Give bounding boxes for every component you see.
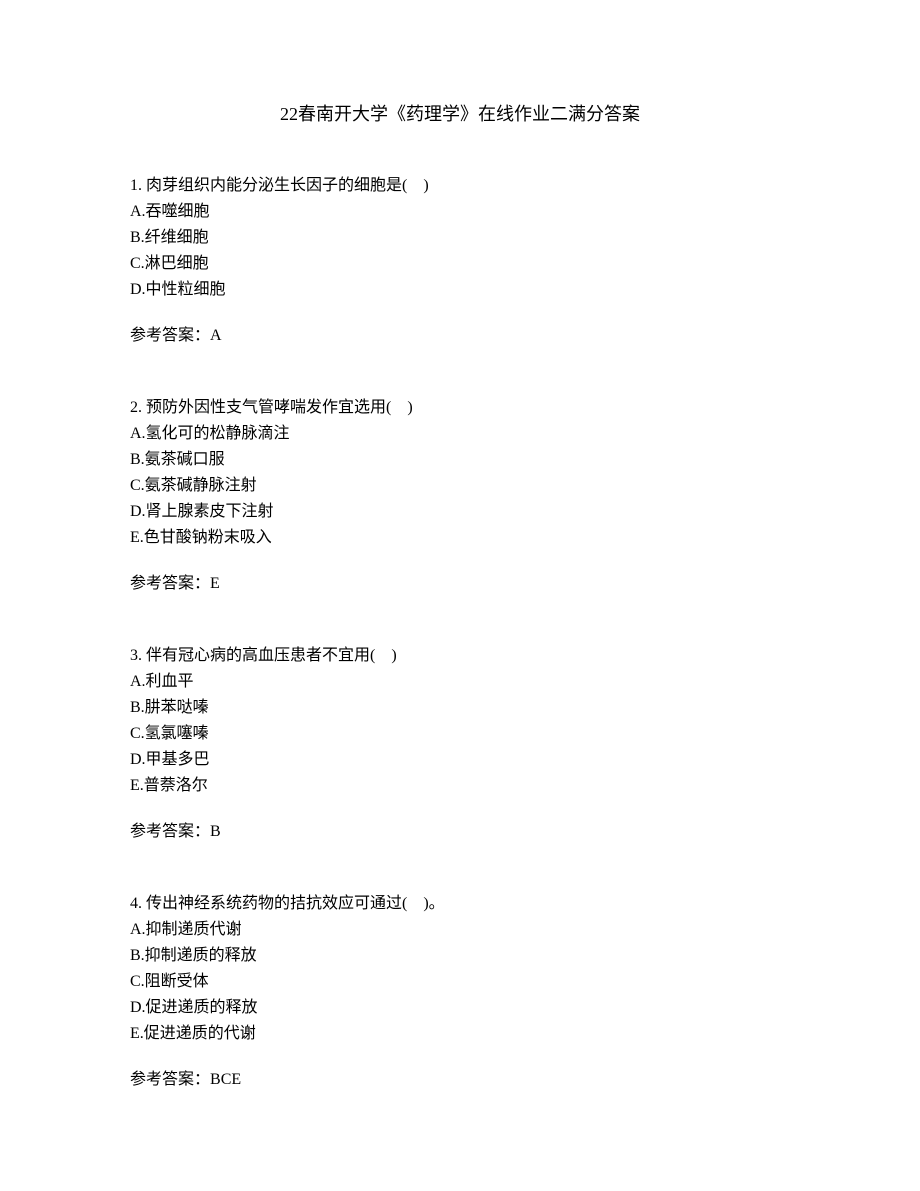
question-number: 1. <box>130 177 142 194</box>
answer-label: 参考答案： <box>130 327 210 344</box>
answer-line: 参考答案：B <box>130 820 790 844</box>
question-block-4: 4. 传出神经系统药物的拮抗效应可通过( )。 A.抑制递质代谢 B.抑制递质的… <box>130 892 790 1092</box>
option-a: A.吞噬细胞 <box>130 200 790 224</box>
question-stem: 预防外因性支气管哮喘发作宜选用( ) <box>146 399 413 416</box>
option-b: B.纤维细胞 <box>130 226 790 250</box>
option-d: D.甲基多巴 <box>130 748 790 772</box>
option-c: C.氢氯噻嗪 <box>130 722 790 746</box>
option-e: E.普萘洛尔 <box>130 774 790 798</box>
question-number: 2. <box>130 399 142 416</box>
question-number: 3. <box>130 647 142 664</box>
question-number: 4. <box>130 895 142 912</box>
answer-value: E <box>210 575 220 592</box>
question-block-2: 2. 预防外因性支气管哮喘发作宜选用( ) A.氢化可的松静脉滴注 B.氨茶碱口… <box>130 396 790 596</box>
question-stem: 肉芽组织内能分泌生长因子的细胞是( ) <box>146 177 429 194</box>
option-b: B.氨茶碱口服 <box>130 448 790 472</box>
page-title: 22春南开大学《药理学》在线作业二满分答案 <box>130 100 790 126</box>
answer-line: 参考答案：BCE <box>130 1068 790 1092</box>
question-stem: 伴有冠心病的高血压患者不宜用( ) <box>146 647 397 664</box>
question-text: 2. 预防外因性支气管哮喘发作宜选用( ) <box>130 396 790 420</box>
answer-line: 参考答案：A <box>130 324 790 348</box>
option-b: B.肼苯哒嗪 <box>130 696 790 720</box>
answer-value: BCE <box>210 1071 241 1088</box>
question-stem: 传出神经系统药物的拮抗效应可通过( )。 <box>146 895 445 912</box>
option-d: D.促进递质的释放 <box>130 996 790 1020</box>
question-block-1: 1. 肉芽组织内能分泌生长因子的细胞是( ) A.吞噬细胞 B.纤维细胞 C.淋… <box>130 174 790 348</box>
option-d: D.肾上腺素皮下注射 <box>130 500 790 524</box>
answer-line: 参考答案：E <box>130 572 790 596</box>
question-text: 4. 传出神经系统药物的拮抗效应可通过( )。 <box>130 892 790 916</box>
option-c: C.阻断受体 <box>130 970 790 994</box>
option-a: A.抑制递质代谢 <box>130 918 790 942</box>
option-d: D.中性粒细胞 <box>130 278 790 302</box>
answer-label: 参考答案： <box>130 1071 210 1088</box>
question-text: 3. 伴有冠心病的高血压患者不宜用( ) <box>130 644 790 668</box>
question-block-3: 3. 伴有冠心病的高血压患者不宜用( ) A.利血平 B.肼苯哒嗪 C.氢氯噻嗪… <box>130 644 790 844</box>
option-b: B.抑制递质的释放 <box>130 944 790 968</box>
option-e: E.色甘酸钠粉末吸入 <box>130 526 790 550</box>
answer-value: B <box>210 823 221 840</box>
question-text: 1. 肉芽组织内能分泌生长因子的细胞是( ) <box>130 174 790 198</box>
answer-value: A <box>210 327 222 344</box>
option-c: C.氨茶碱静脉注射 <box>130 474 790 498</box>
option-e: E.促进递质的代谢 <box>130 1022 790 1046</box>
option-a: A.利血平 <box>130 670 790 694</box>
option-c: C.淋巴细胞 <box>130 252 790 276</box>
answer-label: 参考答案： <box>130 823 210 840</box>
answer-label: 参考答案： <box>130 575 210 592</box>
option-a: A.氢化可的松静脉滴注 <box>130 422 790 446</box>
